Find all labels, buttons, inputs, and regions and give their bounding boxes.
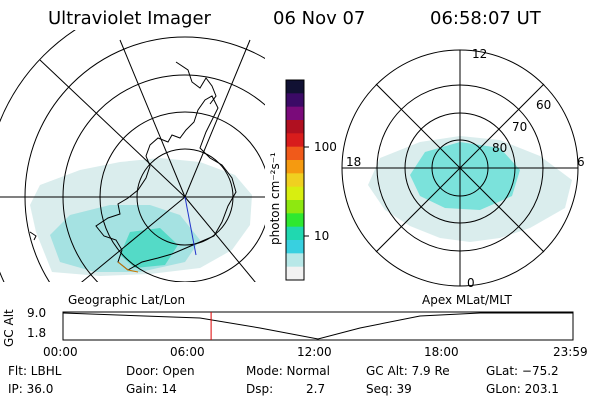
mlt-label-0: 0 [467, 276, 475, 290]
instrument-title: Ultraviolet Imager [48, 8, 211, 29]
mlat-label-70: 70 [512, 120, 528, 134]
dsp-value: 2.7 [306, 382, 326, 396]
color-bar-swatch [286, 80, 304, 94]
mlt-label-12: 12 [472, 47, 488, 61]
color-bar-swatch [286, 120, 304, 134]
sun-direction-line [184, 196, 197, 256]
glon-value: GLon: 203.1 [486, 382, 559, 396]
timeline-xtick-end: 23:59 [553, 345, 588, 359]
timeline-ylabel: GC Alt [2, 309, 16, 347]
south-america-coastline [175, 61, 217, 105]
color-bar-swatch [286, 200, 304, 214]
left-aurora-core [50, 205, 200, 272]
island-outline [29, 231, 37, 241]
timeline-ytick-1-8: 1.8 [27, 326, 47, 340]
meridian-line [81, 196, 186, 282]
timeline-xtick-18: 18:00 [424, 345, 459, 359]
timeline-xtick-6: 06:00 [170, 345, 205, 359]
color-bar-swatch [286, 213, 304, 228]
right-panel-label: Apex MLat/MLT [422, 293, 512, 307]
ip-value: IP: 36.0 [8, 382, 54, 396]
color-bar-swatch [286, 93, 304, 108]
glat-value: GLat: −75.2 [486, 364, 559, 378]
right-aurora-core [410, 142, 520, 210]
colorbar-tick-10: 10 [314, 229, 330, 243]
colorbar-unit-label: photon cm⁻²s⁻¹ [268, 152, 282, 245]
date-label: 06 Nov 07 [273, 8, 366, 29]
meridian-line [119, 39, 186, 198]
mlat-label-60: 60 [536, 98, 552, 112]
antarctica-coastline [95, 95, 237, 271]
gc-alt-value: GC Alt: 7.9 Re [366, 364, 450, 378]
gc-altitude-trace [62, 312, 573, 340]
polar-grid [341, 49, 579, 287]
mlt-label-18: 18 [346, 155, 362, 169]
color-bar-swatch [286, 160, 304, 174]
timeline-ytick-9: 9.0 [27, 306, 47, 320]
boundary-line [117, 261, 139, 273]
seq-value: Seq: 39 [366, 382, 412, 396]
door-value: Door: Open [126, 364, 195, 378]
dsp-label: Dsp: [246, 382, 274, 396]
left-panel-label: Geographic Lat/Lon [68, 293, 186, 307]
gain-value: Gain: 14 [126, 382, 177, 396]
timeline-frame [62, 311, 574, 341]
timeline-xtick-12: 12:00 [297, 345, 332, 359]
mode-value: Mode: Normal [246, 364, 330, 378]
color-bar-swatch [286, 133, 304, 148]
polar-plot [368, 136, 572, 242]
color-bar-frame [285, 79, 305, 281]
color-bar-swatch [286, 106, 304, 121]
color-bar-swatch [286, 173, 304, 188]
meridian-line [39, 59, 186, 198]
mlt-label-6: 6 [577, 155, 585, 169]
geographic-map [0, 30, 265, 282]
color-bar-swatch [286, 240, 304, 254]
meridian-line [184, 39, 251, 198]
time-label: 06:58:07 UT [430, 8, 541, 29]
color-bar [286, 80, 304, 281]
color-bar-swatch [286, 253, 304, 268]
timeline-xtick-0: 00:00 [43, 345, 78, 359]
mlat-label-80: 80 [492, 141, 508, 155]
color-bar-swatch [286, 186, 304, 201]
color-bar-swatch [286, 266, 304, 281]
filter-value: Flt: LBHL [8, 364, 62, 378]
color-bar-swatch [286, 146, 304, 161]
colorbar-tick-100: 100 [314, 140, 337, 154]
color-bar-swatch [286, 226, 304, 241]
meridian-line [184, 196, 256, 282]
